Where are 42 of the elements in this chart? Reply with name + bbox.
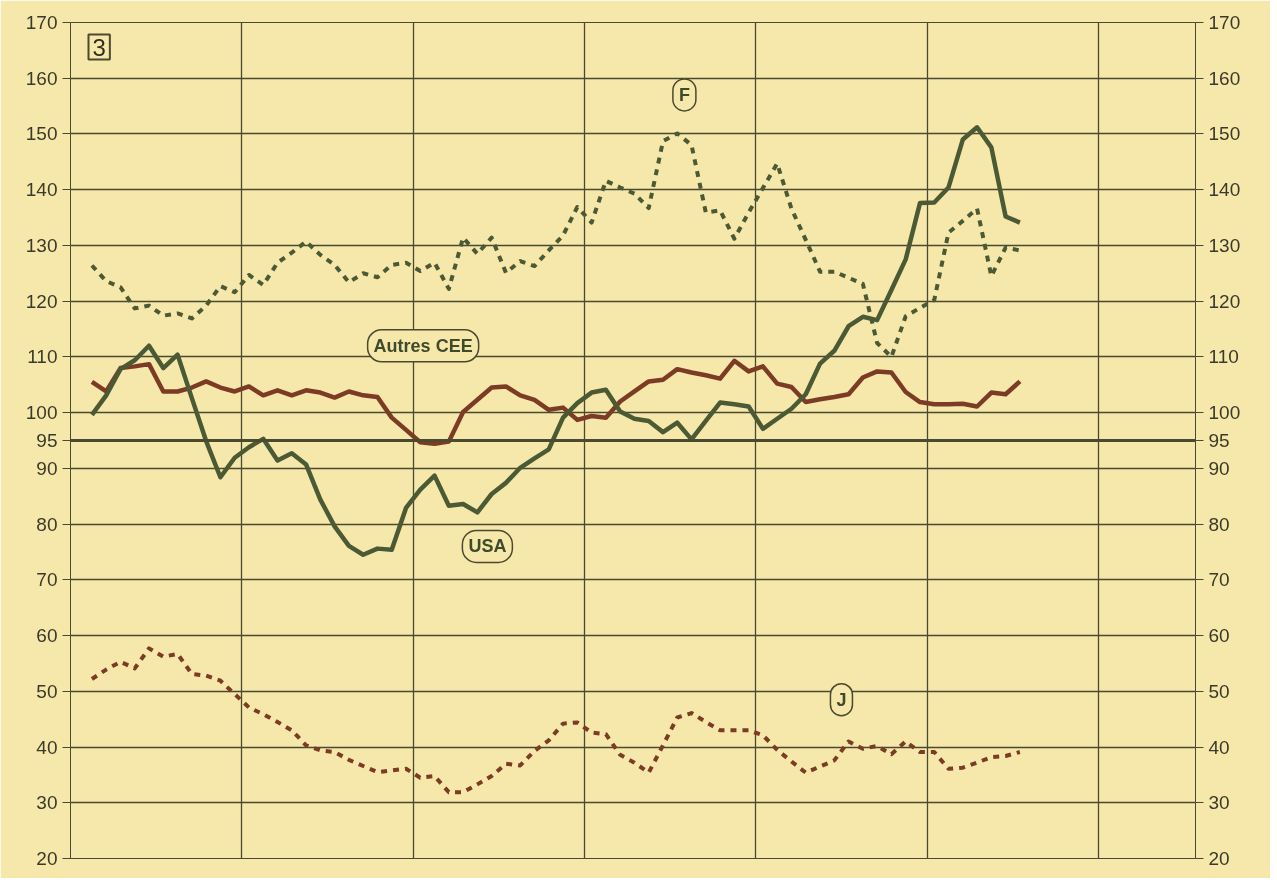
y-tick-label: 120 (25, 290, 58, 312)
line-series (89, 125, 1023, 557)
series-label: F (678, 84, 690, 105)
y-tick-label: 30 (36, 792, 58, 814)
y2-tick-label: 60 (1208, 625, 1230, 647)
y2-tick-label: 100 (1208, 402, 1241, 424)
series-label: J (836, 689, 847, 710)
y2-tick-label: 110 (1208, 346, 1239, 368)
y2-tick-label: 70 (1208, 569, 1230, 591)
y-tick-label: 170 (25, 12, 58, 33)
y2-tick-label: 170 (1208, 12, 1241, 33)
y2-tick-label: 160 (1208, 67, 1241, 89)
y2-tick-label: 140 (1208, 179, 1241, 201)
y2-tick-label: 40 (1208, 736, 1230, 758)
y-tick-label: 150 (25, 123, 58, 145)
y2-tick-label: 50 (1208, 680, 1230, 702)
y2-tick-label: 80 (1208, 513, 1230, 535)
y-tick-label: 130 (25, 234, 58, 256)
y2-tick-label: 130 (1208, 234, 1241, 256)
y-tick-label: 60 (36, 625, 58, 647)
y-tick-label: 160 (25, 67, 58, 89)
y2-tick-label: 95 (1208, 430, 1230, 451)
y2-tick-label: 150 (1208, 123, 1241, 145)
y-tick-label: 50 (36, 680, 58, 702)
y-tick-label: 40 (36, 736, 58, 758)
y-tick-label: 80 (36, 513, 58, 535)
y2-tick-label: 30 (1208, 792, 1230, 814)
annotation: 3 (92, 33, 106, 61)
series-label: USA (468, 536, 507, 557)
text: Autres CEE (373, 335, 473, 356)
y2-tick-label: 120 (1208, 290, 1241, 312)
y-tick-label: 95 (36, 430, 58, 451)
y-tick-label: 110 (27, 346, 58, 368)
y-tick-label: 140 (25, 179, 58, 201)
y-tick-label: 20 (36, 848, 58, 869)
y2-tick-label: 20 (1208, 848, 1230, 869)
y-tick-label: 70 (36, 569, 58, 591)
y2-tick-label: 90 (1208, 457, 1230, 479)
y-tick-label: 100 (25, 402, 58, 424)
line-series (89, 358, 1023, 447)
line-series (89, 646, 1022, 795)
y-tick-label: 90 (36, 457, 58, 479)
